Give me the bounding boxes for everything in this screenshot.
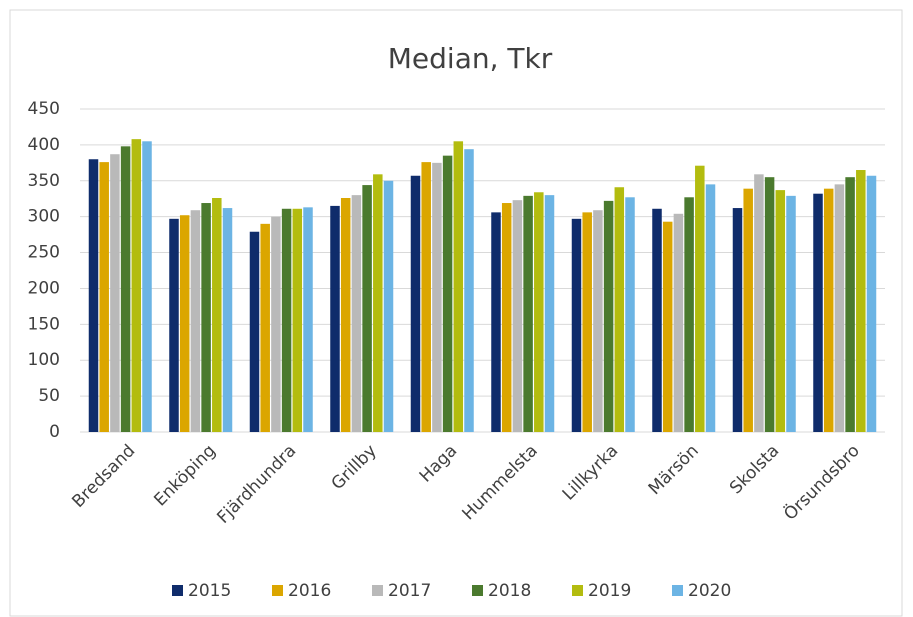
- bar: [754, 174, 764, 432]
- y-tick-label: 250: [28, 243, 60, 263]
- legend-label: 2019: [588, 581, 631, 601]
- bar: [603, 200, 614, 432]
- bar: [534, 192, 544, 432]
- bar: [571, 218, 582, 432]
- bar: [582, 212, 592, 432]
- y-tick-label: 0: [49, 422, 60, 442]
- bar: [271, 216, 281, 432]
- y-tick-label: 200: [28, 278, 60, 298]
- y-tick-label: 100: [28, 350, 60, 370]
- bar: [260, 223, 270, 432]
- bar: [169, 218, 179, 432]
- legend-label: 2015: [188, 581, 231, 601]
- bar: [523, 195, 533, 432]
- bar: [823, 188, 834, 432]
- bar: [373, 174, 383, 432]
- bar: [421, 162, 431, 433]
- chart-title: Median, Tkr: [388, 42, 553, 75]
- bar: [491, 212, 501, 432]
- bar: [303, 207, 313, 432]
- bar: [764, 177, 775, 432]
- bar: [743, 188, 753, 432]
- bar: [593, 210, 603, 432]
- bar: [786, 195, 796, 432]
- legend-swatch: [472, 585, 483, 596]
- bar: [845, 177, 855, 432]
- bar: [362, 185, 372, 432]
- bar: [512, 200, 523, 432]
- bar: [88, 159, 99, 432]
- bar: [330, 205, 340, 432]
- bar: [732, 208, 743, 432]
- bar: [695, 165, 705, 432]
- legend-swatch: [372, 585, 383, 596]
- bar: [281, 208, 292, 432]
- bar: [866, 175, 877, 432]
- bar: [652, 208, 662, 432]
- bar: [340, 198, 351, 432]
- bar: [410, 175, 421, 432]
- bar: [856, 170, 866, 432]
- y-tick-label: 400: [28, 135, 60, 155]
- bar: [544, 195, 555, 432]
- bar: [662, 221, 673, 432]
- bar: [201, 203, 211, 432]
- legend-swatch: [572, 585, 583, 596]
- bar: [142, 141, 152, 433]
- bar: [684, 197, 694, 432]
- bar: [775, 190, 786, 432]
- y-tick-label: 150: [28, 314, 60, 334]
- legend-label: 2018: [488, 581, 531, 601]
- bar: [190, 210, 201, 432]
- bar: [705, 184, 716, 432]
- bar: [464, 149, 474, 432]
- bar: [453, 141, 464, 433]
- bar: [99, 162, 109, 433]
- bar: [614, 187, 625, 432]
- bar: [834, 184, 845, 432]
- bar: [110, 154, 120, 432]
- bar: [813, 193, 823, 432]
- y-tick-label: 450: [28, 99, 60, 119]
- y-tick-label: 50: [38, 386, 60, 406]
- bar: [432, 162, 442, 433]
- legend-label: 2016: [288, 581, 331, 601]
- bar: [501, 203, 512, 432]
- legend-swatch: [172, 585, 183, 596]
- bar: [442, 155, 453, 432]
- bar: [179, 215, 190, 432]
- legend-swatch: [672, 585, 683, 596]
- bar: [383, 180, 394, 432]
- legend-label: 2017: [388, 581, 431, 601]
- legend-swatch: [272, 585, 283, 596]
- y-tick-label: 300: [28, 207, 60, 227]
- bar: [131, 139, 142, 432]
- bar: [625, 197, 635, 432]
- bar: [249, 231, 260, 432]
- y-tick-label: 350: [28, 171, 60, 191]
- bar: [120, 146, 131, 432]
- bar: [673, 213, 684, 432]
- bar: [212, 198, 222, 432]
- bar: [222, 208, 233, 432]
- bar: [292, 208, 303, 432]
- bar: [351, 195, 362, 432]
- legend-label: 2020: [688, 581, 731, 601]
